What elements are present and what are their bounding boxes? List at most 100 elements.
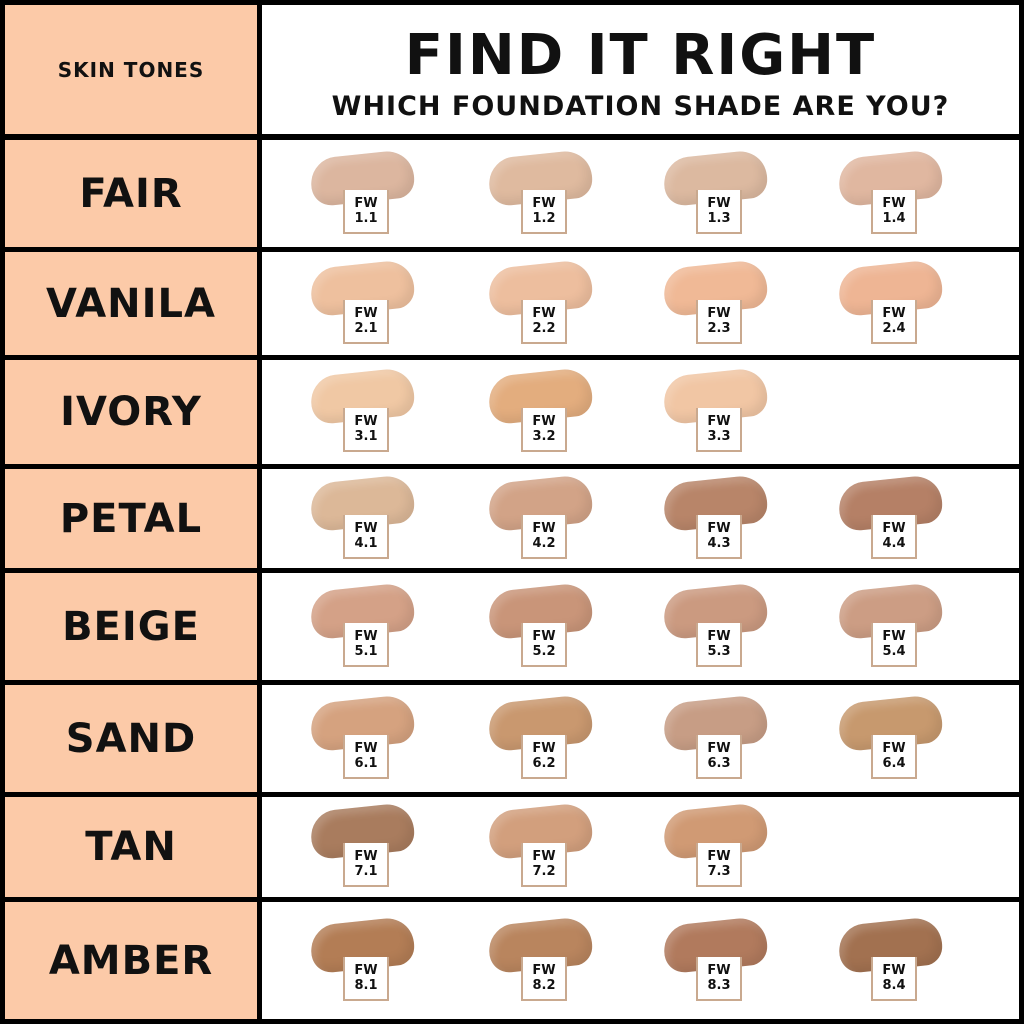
shade-label: FW 1.1 bbox=[343, 189, 389, 234]
shade-item[interactable]: FW 5.1 bbox=[305, 579, 425, 679]
shade-item[interactable]: FW 4.4 bbox=[833, 471, 953, 571]
tone-label: PETAL bbox=[59, 495, 203, 542]
shade-item[interactable]: FW 5.3 bbox=[658, 579, 778, 679]
shade-item[interactable]: FW 4.2 bbox=[483, 471, 603, 571]
shade-row: FW 8.1 FW 8.2 FW 8.3 FW 8.4 bbox=[262, 902, 1019, 1019]
shade-item[interactable]: FW 1.2 bbox=[483, 146, 603, 246]
shade-item[interactable]: FW 4.1 bbox=[305, 471, 425, 571]
shade-code: 8.4 bbox=[882, 977, 906, 993]
shade-label: FW 1.3 bbox=[696, 189, 742, 234]
shade-code: 4.3 bbox=[707, 535, 731, 551]
shade-code: 1.3 bbox=[707, 210, 731, 226]
shade-item[interactable]: FW 7.2 bbox=[483, 799, 603, 899]
page-subtitle: WHICH FOUNDATION SHADE ARE YOU? bbox=[331, 91, 950, 122]
shade-label: FW 5.2 bbox=[521, 622, 567, 667]
tone-cell: IVORY bbox=[5, 360, 257, 464]
shade-prefix: FW bbox=[707, 195, 731, 211]
shade-label: FW 8.3 bbox=[696, 956, 742, 1001]
shade-item[interactable]: FW 6.1 bbox=[305, 691, 425, 791]
shade-code: 8.3 bbox=[707, 977, 731, 993]
shade-prefix: FW bbox=[532, 849, 556, 864]
tone-cell: TAN bbox=[5, 797, 257, 897]
skin-tones-header: SKIN TONES bbox=[5, 5, 257, 134]
shade-prefix: FW bbox=[532, 520, 556, 536]
shade-code: 6.2 bbox=[532, 755, 556, 771]
shade-item[interactable]: FW 2.3 bbox=[658, 256, 778, 356]
shade-item[interactable]: FW 6.2 bbox=[483, 691, 603, 791]
shade-code: 4.2 bbox=[532, 535, 556, 551]
shade-row: FW 3.1 FW 3.2 FW 3.3 bbox=[262, 360, 1019, 464]
tone-cell: VANILA bbox=[5, 252, 257, 355]
shade-item[interactable]: FW 2.2 bbox=[483, 256, 603, 356]
shade-prefix: FW bbox=[354, 628, 378, 644]
tone-cell: AMBER bbox=[5, 902, 257, 1019]
shade-row: FW 5.1 FW 5.2 FW 5.3 FW 5.4 bbox=[262, 573, 1019, 680]
shade-prefix: FW bbox=[707, 414, 731, 429]
shade-prefix: FW bbox=[882, 628, 906, 644]
shade-item[interactable]: FW 5.4 bbox=[833, 579, 953, 679]
shade-label: FW 2.2 bbox=[521, 299, 567, 344]
shade-label: FW 1.2 bbox=[521, 189, 567, 234]
shade-code: 7.3 bbox=[707, 864, 731, 879]
shade-label: FW 4.4 bbox=[871, 514, 917, 559]
tone-label: TAN bbox=[85, 824, 177, 870]
shade-label: FW 6.2 bbox=[521, 734, 567, 779]
shade-item[interactable]: FW 1.3 bbox=[658, 146, 778, 246]
shade-item[interactable]: FW 8.4 bbox=[833, 913, 953, 1013]
shade-label: FW 5.1 bbox=[343, 622, 389, 667]
shade-row: FW 4.1 FW 4.2 FW 4.3 FW 4.4 bbox=[262, 469, 1019, 568]
shade-prefix: FW bbox=[707, 520, 731, 536]
shade-prefix: FW bbox=[354, 520, 378, 536]
tone-cell: SAND bbox=[5, 685, 257, 792]
shade-row: FW 7.1 FW 7.2 FW 7.3 bbox=[262, 797, 1019, 897]
shade-prefix: FW bbox=[354, 305, 378, 321]
shade-code: 5.1 bbox=[354, 643, 378, 659]
shade-item[interactable]: FW 3.1 bbox=[305, 364, 425, 464]
shade-item[interactable]: FW 1.4 bbox=[833, 146, 953, 246]
shade-label: FW 8.2 bbox=[521, 956, 567, 1001]
shade-label: FW 3.1 bbox=[343, 408, 389, 452]
shade-item[interactable]: FW 3.2 bbox=[483, 364, 603, 464]
shade-item[interactable]: FW 7.3 bbox=[658, 799, 778, 899]
shade-code: 3.1 bbox=[354, 429, 378, 444]
shade-item[interactable]: FW 1.1 bbox=[305, 146, 425, 246]
shade-label: FW 8.4 bbox=[871, 956, 917, 1001]
shade-item[interactable]: FW 5.2 bbox=[483, 579, 603, 679]
tone-label: AMBER bbox=[48, 937, 214, 984]
shade-item[interactable]: FW 6.3 bbox=[658, 691, 778, 791]
shade-prefix: FW bbox=[707, 305, 731, 321]
shade-prefix: FW bbox=[882, 740, 906, 756]
shade-label: FW 2.1 bbox=[343, 299, 389, 344]
shade-prefix: FW bbox=[707, 740, 731, 756]
shade-row: FW 2.1 FW 2.2 FW 2.3 FW 2.4 bbox=[262, 252, 1019, 355]
shade-item[interactable]: FW 2.4 bbox=[833, 256, 953, 356]
shade-label: FW 4.3 bbox=[696, 514, 742, 559]
shade-label: FW 4.1 bbox=[343, 514, 389, 559]
shade-code: 2.3 bbox=[707, 320, 731, 336]
shade-label: FW 6.1 bbox=[343, 734, 389, 779]
tone-cell: BEIGE bbox=[5, 573, 257, 680]
tone-cell: FAIR bbox=[5, 140, 257, 247]
shade-code: 2.1 bbox=[354, 320, 378, 336]
shade-prefix: FW bbox=[707, 962, 731, 978]
shade-prefix: FW bbox=[532, 305, 556, 321]
tone-label: BEIGE bbox=[62, 603, 200, 650]
shade-item[interactable]: FW 2.1 bbox=[305, 256, 425, 356]
shade-item[interactable]: FW 8.2 bbox=[483, 913, 603, 1013]
shade-prefix: FW bbox=[882, 520, 906, 536]
title-header: FIND IT RIGHT WHICH FOUNDATION SHADE ARE… bbox=[262, 5, 1019, 134]
shade-item[interactable]: FW 6.4 bbox=[833, 691, 953, 791]
shade-item[interactable]: FW 7.1 bbox=[305, 799, 425, 899]
shade-item[interactable]: FW 4.3 bbox=[658, 471, 778, 571]
shade-item[interactable]: FW 8.1 bbox=[305, 913, 425, 1013]
shade-item[interactable]: FW 8.3 bbox=[658, 913, 778, 1013]
shade-item[interactable]: FW 3.3 bbox=[658, 364, 778, 464]
shade-prefix: FW bbox=[707, 628, 731, 644]
shade-row: FW 6.1 FW 6.2 FW 6.3 FW 6.4 bbox=[262, 685, 1019, 792]
shade-label: FW 3.2 bbox=[521, 408, 567, 452]
shade-code: 6.4 bbox=[882, 755, 906, 771]
shade-code: 8.2 bbox=[532, 977, 556, 993]
tone-label: IVORY bbox=[60, 389, 202, 435]
shade-code: 6.1 bbox=[354, 755, 378, 771]
shade-code: 5.3 bbox=[707, 643, 731, 659]
